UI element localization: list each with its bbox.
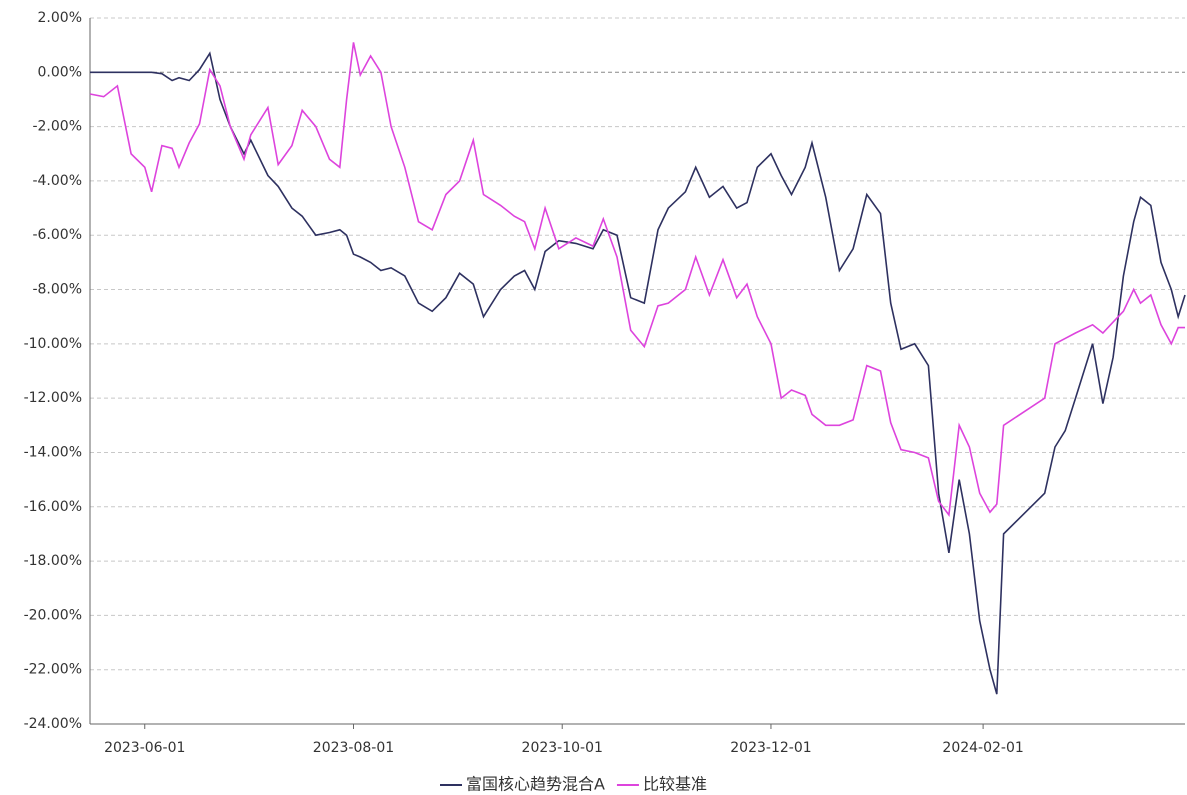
y-tick-label: -12.00% [24,390,82,406]
y-tick-label: 0.00% [38,64,82,80]
y-tick-label: -22.00% [24,662,82,678]
legend-label: 比较基准 [643,775,707,794]
y-tick-label: -6.00% [32,227,82,243]
y-tick-label: -18.00% [24,553,82,569]
series-line [89,42,1185,517]
y-tick-label: -2.00% [32,119,82,135]
y-tick-label: 2.00% [38,10,82,26]
y-tick-label: -16.00% [24,499,82,515]
y-tick-label: -24.00% [24,716,82,732]
legend-label: 富国核心趋势混合A [466,775,605,794]
y-tick-label: -4.00% [32,173,82,189]
x-tick-label: 2023-06-01 [104,740,185,756]
y-tick-label: -10.00% [24,336,82,352]
x-tick-label: 2023-10-01 [522,740,603,756]
y-tick-label: -20.00% [24,607,82,623]
x-tick-label: 2023-12-01 [730,740,811,756]
y-tick-label: -14.00% [24,444,82,460]
x-tick-label: 2023-08-01 [313,740,394,756]
series-line [90,51,1186,695]
y-tick-label: -8.00% [32,282,82,298]
x-tick-label: 2024-02-01 [942,740,1023,756]
